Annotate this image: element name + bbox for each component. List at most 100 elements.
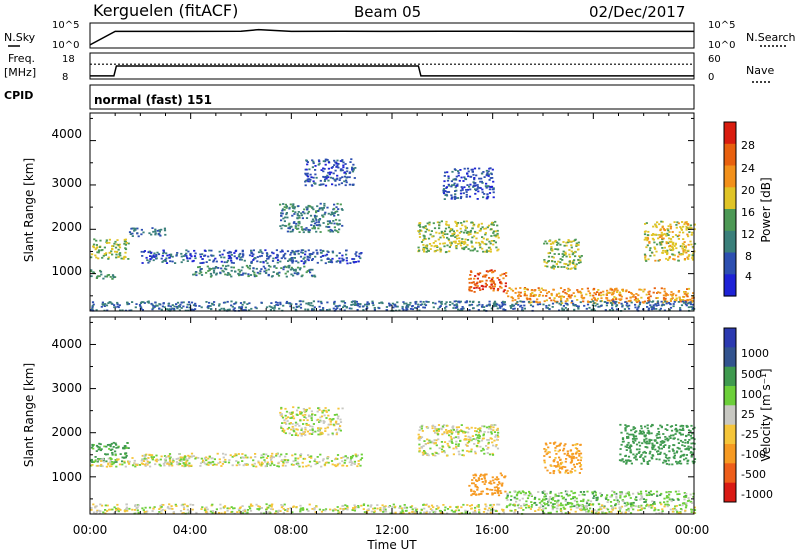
echo-cell (561, 259, 564, 261)
echo-cell (634, 439, 637, 442)
echo-cell (443, 180, 446, 183)
echo-cell (131, 457, 134, 459)
echo-cell (354, 167, 357, 169)
echo-cell (672, 437, 675, 440)
echo-cell (664, 456, 668, 459)
echo-cell (666, 505, 669, 508)
echo-cell (668, 456, 671, 459)
echo-cell (91, 443, 94, 446)
echo-cell (538, 293, 541, 296)
echo-cell (344, 459, 347, 462)
echo-cell (651, 444, 654, 447)
echo-cell (242, 464, 245, 467)
echo-cell (418, 236, 422, 238)
echo-cell (173, 308, 176, 310)
echo-cell (223, 256, 226, 259)
echo-cell (220, 307, 223, 310)
echo-cell (685, 221, 688, 223)
echo-cell (543, 448, 546, 450)
echo-cell (280, 212, 283, 214)
echo-cell (300, 411, 303, 414)
echo-cell (206, 265, 209, 268)
echo-cell (305, 227, 308, 229)
echo-cell (643, 288, 646, 291)
echo-cell (294, 270, 297, 272)
echo-cell (684, 441, 687, 444)
echo-cell (173, 309, 176, 311)
echo-cell (488, 285, 491, 288)
echo-cell (480, 180, 483, 183)
echo-cell (648, 240, 651, 243)
echo-cell (345, 257, 348, 259)
echo-cell (686, 256, 689, 259)
echo-cell (475, 174, 478, 177)
echo-cell (595, 499, 598, 502)
echo-cell (500, 492, 503, 494)
echo-cell (547, 255, 551, 258)
echo-cell (665, 496, 668, 499)
echo-cell (674, 234, 678, 236)
echo-cell (325, 417, 328, 419)
echo-cell (122, 446, 125, 449)
echo-cell (566, 298, 569, 300)
echo-cell (656, 433, 659, 435)
echo-cell (234, 270, 237, 273)
echo-cell (208, 461, 211, 464)
echo-cell (148, 260, 151, 263)
echo-cell (570, 457, 573, 460)
echo-cell (342, 258, 345, 261)
echo-cell (293, 213, 296, 215)
nave-tick-top: 60 (708, 54, 721, 65)
echo-cell (211, 460, 214, 463)
echo-cell (579, 301, 582, 304)
echo-cell (452, 437, 456, 439)
echo-cell (264, 267, 267, 270)
echo-cell (648, 298, 651, 301)
echo-cell (111, 453, 114, 456)
echo-cell (358, 305, 361, 308)
echo-cell (689, 303, 693, 306)
echo-cell (311, 259, 314, 261)
echo-cell (568, 494, 571, 497)
echo-cell (446, 179, 450, 182)
echo-cell (678, 234, 681, 237)
echo-cell (269, 254, 272, 257)
echo-cell (648, 432, 651, 435)
echo-cell (309, 425, 312, 428)
echo-cell (691, 432, 694, 435)
echo-cell (291, 210, 295, 213)
echo-cell (544, 495, 547, 498)
echo-cell (323, 213, 326, 216)
echo-cell (306, 430, 309, 433)
echo-cell (662, 301, 665, 304)
echo-cell (125, 242, 128, 244)
echo-cell (299, 412, 303, 415)
echo-cell (511, 305, 514, 307)
echo-cell (493, 300, 497, 303)
echo-cell (194, 257, 197, 260)
echo-cell (509, 305, 512, 307)
echo-cell (689, 451, 692, 454)
echo-cell (282, 268, 285, 271)
echo-cell (563, 289, 566, 291)
echo-cell (440, 448, 444, 451)
echo-cell (302, 249, 305, 252)
echo-cell (692, 252, 695, 255)
echo-cell (646, 306, 649, 308)
echo-cell (287, 260, 290, 262)
echo-cell (658, 447, 661, 450)
echo-cell (315, 230, 318, 233)
echo-cell (606, 292, 610, 294)
echo-cell (513, 490, 516, 493)
echo-cell (479, 427, 482, 430)
echo-cell (496, 277, 499, 279)
echo-cell (446, 442, 449, 445)
echo-cell (241, 456, 244, 459)
echo-cell (270, 456, 273, 459)
echo-cell (655, 490, 659, 493)
echo-cell (226, 300, 229, 303)
echo-cell (280, 413, 283, 415)
echo-cell (447, 183, 450, 186)
echo-cell (483, 476, 486, 478)
echo-cell (523, 294, 526, 297)
